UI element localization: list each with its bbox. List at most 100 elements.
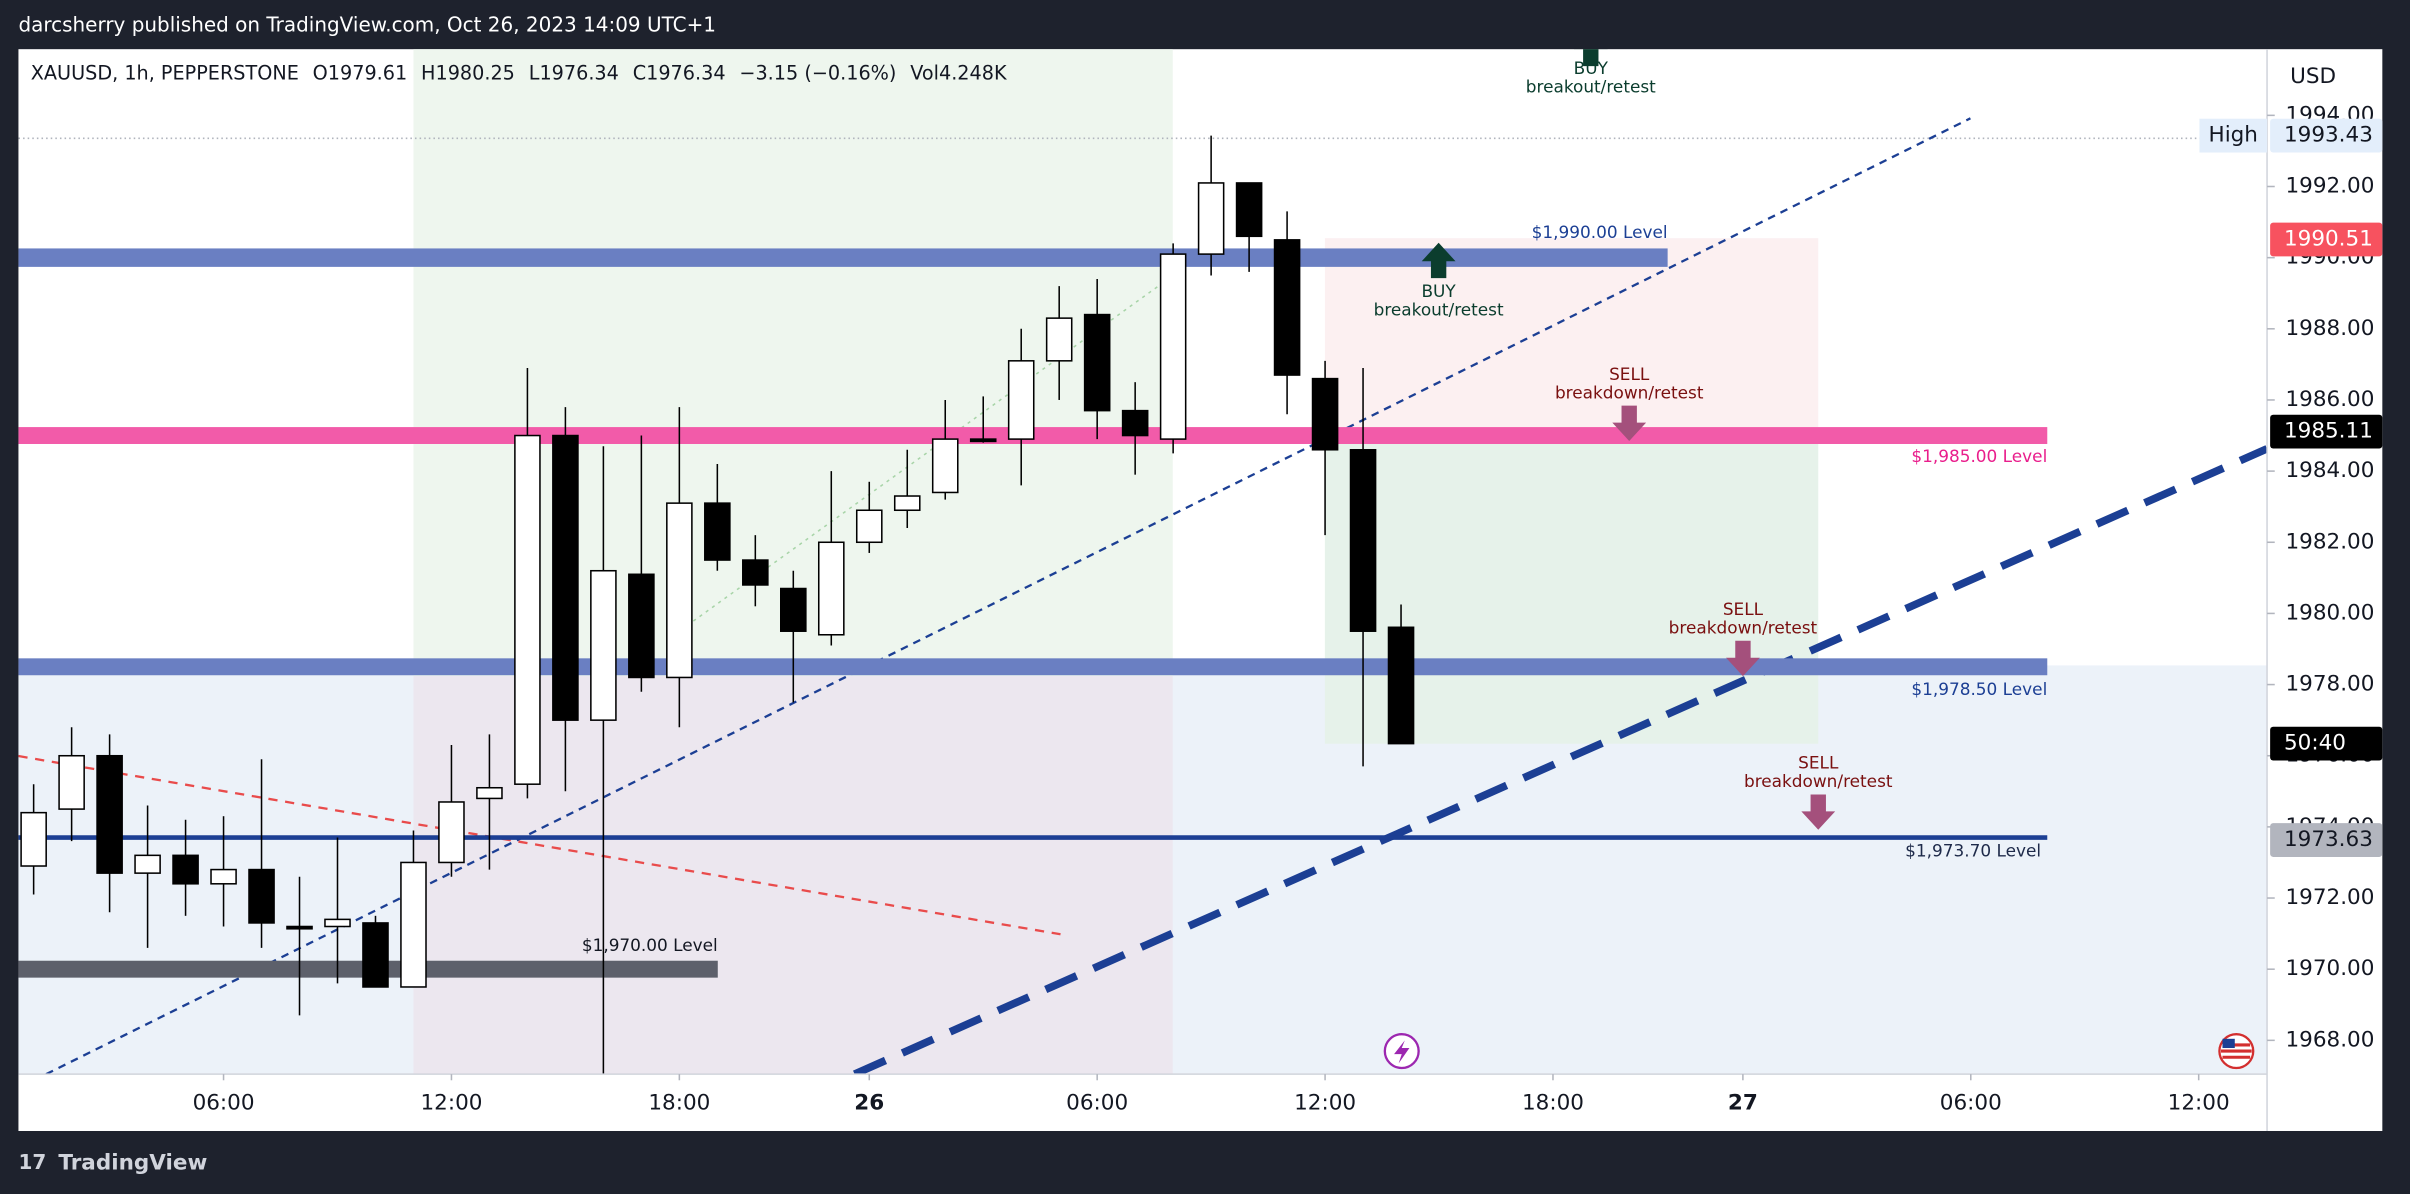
candle-body	[20, 811, 47, 867]
y-tick-label: 1970.00	[2286, 956, 2375, 981]
level-label: $1,978.50 Level	[1911, 679, 2047, 699]
candle-body	[628, 573, 655, 679]
badge-label: 50:40	[2284, 731, 2346, 756]
candle-body	[438, 801, 465, 864]
candle-body	[362, 922, 389, 988]
level-label: $1,973.70 Level	[1905, 840, 2041, 860]
candle-body	[1311, 377, 1339, 451]
signal-label: BUY	[1421, 281, 1456, 301]
candle-body	[704, 502, 731, 561]
badge-label: 1985.11	[2284, 419, 2373, 444]
candle-body	[172, 854, 199, 885]
brand: TradingView	[58, 1150, 207, 1175]
x-tick-label: 06:00	[193, 1090, 255, 1115]
x-tick-label: 12:00	[1294, 1090, 1356, 1115]
legend-item: −3.15 (−0.16%)	[739, 61, 896, 84]
x-tick-label: 26	[854, 1090, 884, 1115]
signal-label: SELL	[1723, 599, 1764, 619]
signal-text: breakdown/retest	[1669, 618, 1818, 638]
signal-label: SELL	[1609, 364, 1650, 384]
candle-body	[742, 559, 769, 586]
brand-logo: 17	[18, 1150, 46, 1174]
plot	[18, 49, 2268, 1075]
candle-body	[400, 861, 427, 988]
legend-item: O1979.61	[313, 61, 408, 84]
y-tick-label: 1980.00	[2286, 600, 2375, 625]
trend-line	[18, 754, 1061, 936]
candle-body	[248, 868, 275, 924]
trend-line	[680, 245, 1215, 631]
candle-body	[1235, 182, 1263, 238]
x-tick-label: 06:00	[1066, 1090, 1128, 1115]
candle-body	[1197, 182, 1225, 255]
x-tick-label: 12:00	[2168, 1090, 2230, 1115]
price-badge	[2270, 118, 2383, 153]
publisher: darcsherry published on TradingView.com,…	[18, 13, 716, 37]
price-badge	[2270, 726, 2383, 761]
candle-body	[1045, 317, 1073, 362]
signal-arrow	[1612, 405, 1647, 442]
flag-icon	[2222, 1038, 2235, 1049]
candle-body	[476, 786, 503, 800]
signal-text: breakout/retest	[1374, 299, 1504, 319]
candle-body	[893, 495, 921, 512]
y-tick-label: 1978.00	[2286, 672, 2375, 697]
candle-body	[210, 868, 237, 885]
trend-line	[45, 117, 1971, 1075]
x-tick-label: 06:00	[1940, 1090, 2002, 1115]
x-tick-label: 12:00	[420, 1090, 482, 1115]
legend-item: H1980.25	[421, 61, 515, 84]
legend-item: XAUUSD, 1h, PEPPERSTONE	[31, 61, 299, 84]
badge-title-bg	[2199, 118, 2268, 153]
candle-body	[1121, 409, 1149, 437]
legend-item: Vol4.248K	[910, 61, 1007, 84]
candle-body	[931, 438, 959, 494]
signal-arrow	[1421, 242, 1456, 279]
level-band	[18, 248, 1668, 267]
signal-arrow	[1573, 49, 1608, 67]
candle-body	[1083, 313, 1111, 412]
signal-text: breakdown/retest	[1744, 771, 1893, 791]
currency: USD	[2290, 64, 2336, 89]
y-tick-label: 1972.00	[2286, 885, 2375, 910]
signal-label: SELL	[1798, 753, 1839, 773]
candle-body	[552, 434, 579, 721]
x-tick-label: 18:00	[1522, 1090, 1584, 1115]
x-tick-label: 18:00	[648, 1090, 710, 1115]
badge-label: 1990.51	[2284, 227, 2373, 252]
candle-body	[817, 541, 845, 636]
candle-body	[286, 925, 313, 930]
level-label: $1,970.00 Level	[582, 935, 718, 955]
candle-body	[666, 502, 693, 679]
candle-body	[96, 754, 123, 874]
candle-body	[1273, 239, 1301, 376]
y-tick-label: 1984.00	[2286, 458, 2375, 483]
badge-label: 1993.43	[2284, 123, 2373, 148]
price-badge	[2270, 823, 2383, 857]
candle-body	[1159, 253, 1187, 440]
candle-body	[1387, 626, 1415, 745]
candle-body	[324, 918, 351, 928]
candle-body	[590, 569, 617, 721]
level-label: $1,985.00 Level	[1911, 446, 2047, 466]
zone	[1324, 238, 1819, 435]
y-tick-label: 1982.00	[2286, 529, 2375, 554]
event-icon	[1394, 1040, 1410, 1064]
level-label: $1,990.00 Level	[1532, 222, 1668, 242]
candle-body	[134, 854, 161, 874]
candle-body	[1349, 448, 1377, 632]
price-badge	[2270, 414, 2383, 449]
legend-item: L1976.34	[529, 61, 619, 84]
candle-body	[780, 587, 807, 632]
signal-text: breakdown/retest	[1555, 382, 1704, 402]
y-tick-label: 1992.00	[2286, 174, 2375, 199]
signal-arrow	[1726, 640, 1760, 677]
badge-label: 1973.63	[2284, 827, 2373, 852]
legend-item: C1976.34	[633, 61, 726, 84]
price-badge	[2270, 222, 2383, 257]
candle-body	[1007, 360, 1035, 440]
candle-body	[855, 509, 883, 544]
trend-line	[853, 445, 2268, 1075]
